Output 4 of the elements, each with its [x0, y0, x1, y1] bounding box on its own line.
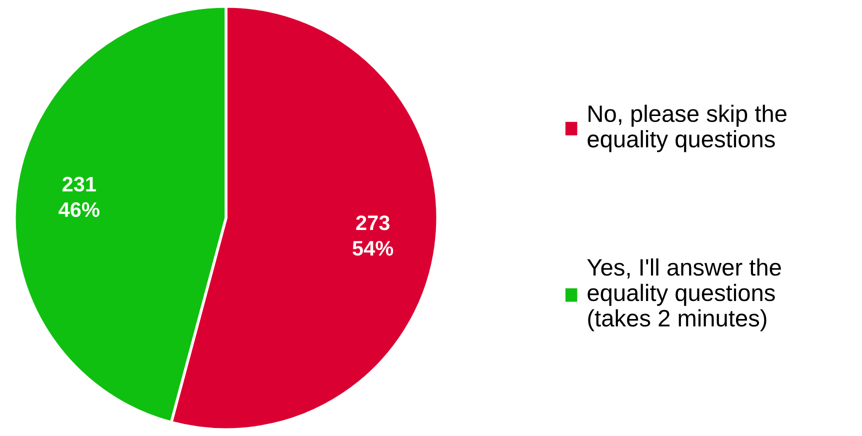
data-label: 273 54%: [352, 215, 394, 256]
legend-label: No, please skip the equality questions: [588, 104, 786, 152]
legend-label: Yes, I'll answer the equality questions (takes 2 minutes): [587, 258, 781, 332]
data-label: 231 46%: [58, 176, 100, 217]
